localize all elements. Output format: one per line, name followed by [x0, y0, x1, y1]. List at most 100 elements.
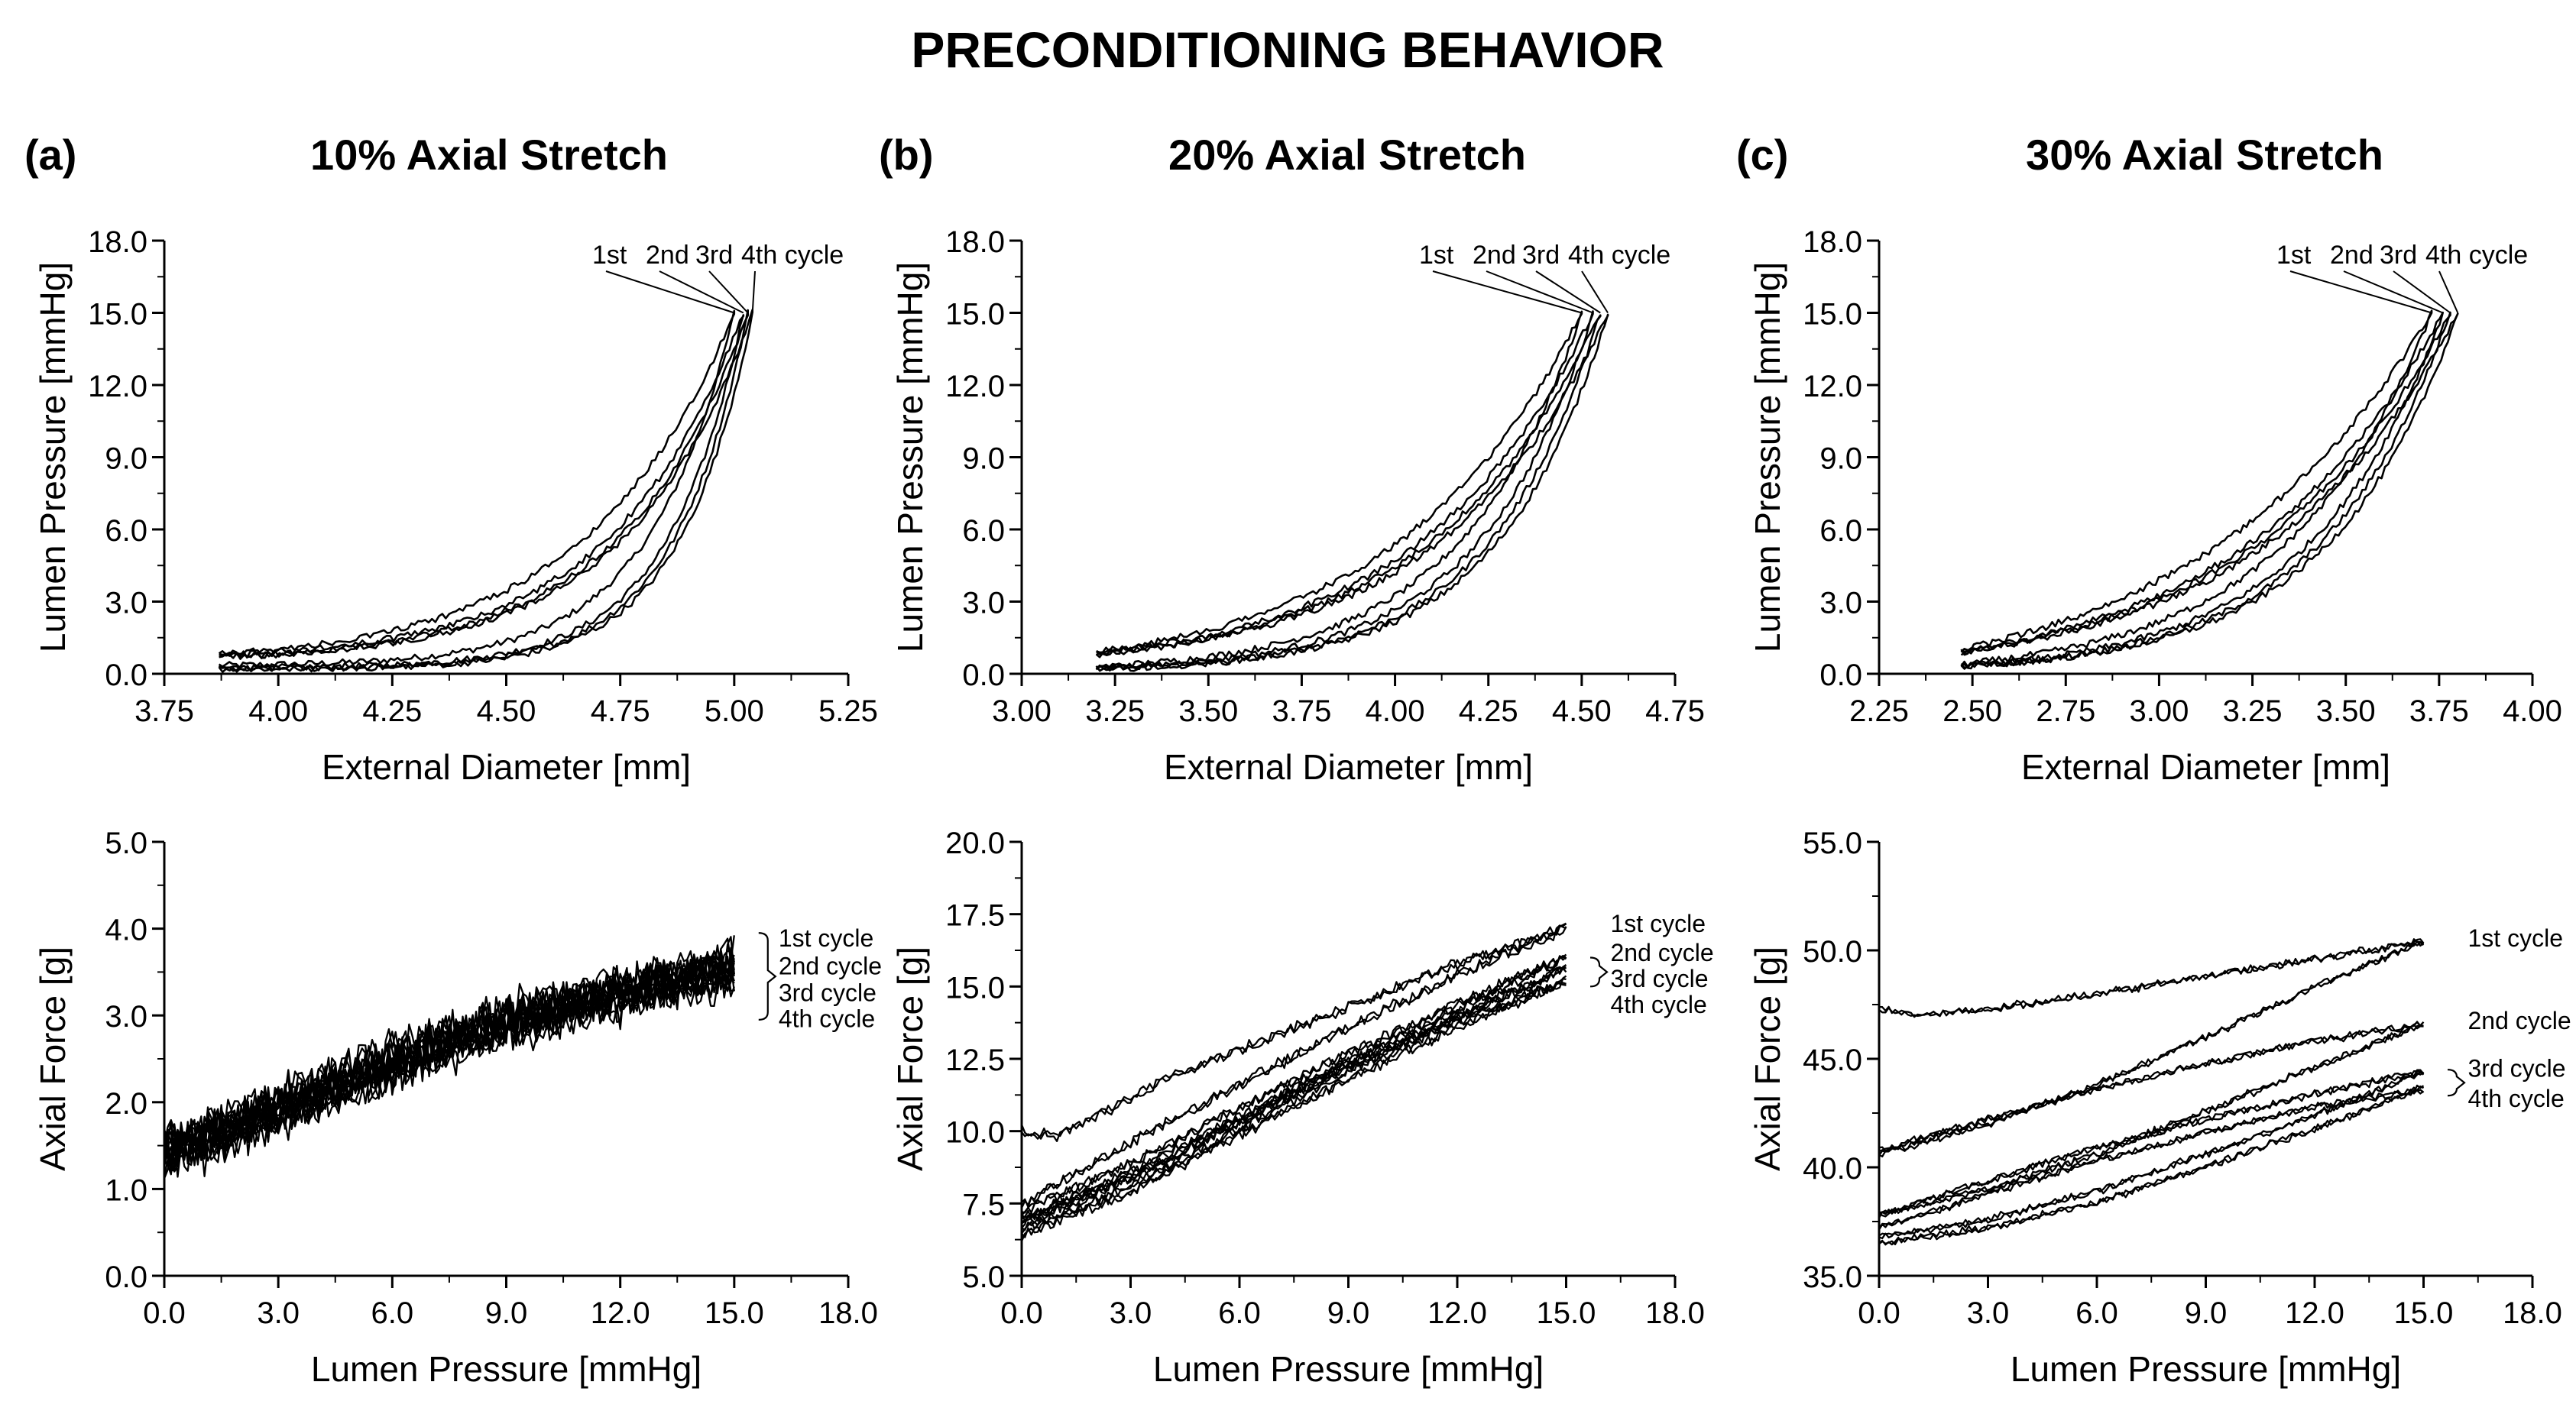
x-axis-title: External Diameter [mm]: [2021, 747, 2390, 787]
y-tick-label: 6.0: [105, 514, 147, 548]
cycle-annotation-label: 4th cycle: [2425, 241, 2528, 270]
y-tick-label: 15.0: [1803, 298, 1862, 332]
y-axis-title: Axial Force [g]: [890, 947, 930, 1171]
y-tick-label: 10.0: [945, 1116, 1005, 1150]
cycle-annotation-label: 4th cycle: [741, 241, 844, 270]
y-axis-title: Axial Force [g]: [1748, 947, 1787, 1171]
cycle-trace-4: [1095, 313, 1609, 672]
cycle-trace-4-load: [163, 963, 734, 1180]
cycle-leader-line: [2343, 270, 2444, 314]
cycle-leader-line: [2438, 270, 2459, 313]
x-tick-label: 18.0: [1645, 1296, 1705, 1330]
chart-b-bottom: 5.0 7.5 10.0 12.5 15.0 17.5 20.0 0.0 3.0 6.0 9.0 12…: [890, 827, 1714, 1389]
cycle-bracket: [1589, 956, 1609, 988]
cycle-label: 4th cycle: [779, 1005, 875, 1033]
cycle-trace-4: [1960, 312, 2459, 669]
x-axis-title: External Diameter [mm]: [1164, 747, 1533, 787]
x-tick-label: 4.50: [1552, 694, 1612, 728]
x-tick-label: 3.00: [992, 694, 1051, 728]
x-axis-title: Lumen Pressure [mmHg]: [311, 1349, 702, 1389]
x-tick-label: 3.0: [1967, 1296, 2010, 1330]
x-tick-label: 2.75: [2036, 694, 2095, 728]
x-tick-label: 2.25: [1849, 694, 1909, 728]
y-tick-label: 2.0: [105, 1087, 147, 1121]
y-tick-label: 6.0: [962, 514, 1005, 548]
cycle-annotation-label: 1st: [1419, 241, 1454, 270]
cycle-trace-1-load: [1878, 938, 2425, 1018]
y-tick-label: 50.0: [1803, 935, 1862, 969]
cycle-trace-2-unload: [1878, 1023, 2424, 1218]
x-tick-label: 9.0: [485, 1296, 528, 1330]
x-tick-label: 3.25: [2223, 694, 2283, 728]
cycle-trace-1-load: [1020, 922, 1567, 1142]
y-tick-label: 20.0: [945, 827, 1005, 860]
y-tick-label: 4.0: [105, 914, 147, 947]
y-tick-label: 45.0: [1803, 1044, 1862, 1077]
cycle-trace-2: [1960, 311, 2444, 670]
panel-heading-c: 30% Axial Stretch: [2026, 131, 2383, 179]
cycle-bracket: [2447, 1069, 2466, 1097]
cycle-leader-line: [1432, 270, 1583, 314]
chart-a-bottom: 0.0 1.0 2.0 3.0 4.0 5.0 0.0 3.0 6.0 9.0 12.0 15.0 18…: [33, 827, 882, 1389]
cycle-trace-4-load: [1878, 1086, 2425, 1231]
x-tick-label: 15.0: [705, 1296, 764, 1330]
cycle-trace-1: [1096, 310, 1583, 670]
chart-c-top: 0.0 3.0 6.0 9.0 12.0 15.0 18.0 2.25 2.50 2.75 3.00…: [1748, 225, 2562, 787]
cycle-leader-line: [1486, 270, 1593, 314]
cycle-label: 1st cycle: [779, 924, 873, 952]
x-tick-label: 3.75: [1272, 694, 1331, 728]
x-tick-label: 4.75: [1645, 694, 1705, 728]
chart-c-bottom: 35.0 40.0 45.0 50.0 55.0 0.0 3.0 6.0 9.0 12.0 15.0…: [1748, 827, 2571, 1389]
y-tick-label: 12.0: [88, 370, 147, 403]
x-tick-label: 3.50: [1178, 694, 1238, 728]
cycle-annotation-label: 1st: [592, 241, 627, 270]
x-tick-label: 12.0: [2285, 1296, 2344, 1330]
y-axis-title: Lumen Pressure [mmHg]: [33, 262, 73, 652]
cycle-trace-4-load: [1878, 1084, 2425, 1229]
y-tick-label: 17.5: [945, 899, 1005, 933]
x-tick-label: 6.0: [371, 1296, 414, 1330]
cycle-trace-1-unload: [1878, 941, 2425, 1156]
x-tick-label: 4.50: [477, 694, 536, 728]
x-tick-label: 4.00: [2503, 694, 2562, 728]
cycle-annotation-label: 1st: [2276, 241, 2312, 270]
cycle-label: 2nd cycle: [779, 952, 882, 979]
cycle-trace-3-load: [1878, 1070, 2424, 1215]
y-tick-label: 3.0: [105, 587, 147, 620]
cycle-trace-2: [219, 314, 745, 672]
x-tick-label: 0.0: [1000, 1296, 1043, 1330]
cycle-leader-line: [708, 270, 749, 314]
x-tick-label: 0.0: [143, 1296, 186, 1330]
x-tick-label: 18.0: [818, 1296, 878, 1330]
y-tick-label: 12.0: [945, 370, 1005, 403]
cycle-annotation-label: 3rd: [2380, 241, 2417, 270]
cycle-trace-1-unload: [1021, 924, 1567, 1208]
x-tick-label: 6.0: [1218, 1296, 1261, 1330]
cycle-trace-3-unload: [1878, 1071, 2425, 1237]
x-tick-label: 12.0: [591, 1296, 650, 1330]
cycle-trace-4-unload: [1878, 1089, 2425, 1246]
panel-letter-c: (c): [1736, 131, 1788, 179]
cycle-label: 3rd cycle: [779, 979, 876, 1007]
x-tick-label: 4.75: [591, 694, 650, 728]
x-tick-label: 6.0: [2075, 1296, 2118, 1330]
chart-a-top: 0.0 3.0 6.0 9.0 12.0 15.0 18.0 3.75 4.00 4.25 4.50…: [33, 225, 878, 787]
cycle-trace-1-load: [1878, 938, 2425, 1018]
cycle-trace-4-unload: [1021, 975, 1567, 1238]
y-tick-label: 9.0: [105, 442, 147, 476]
cycle-leader-line: [605, 270, 735, 314]
cycle-annotation-label: 2nd: [2330, 241, 2373, 270]
x-tick-label: 4.00: [1366, 694, 1425, 728]
cycle-trace-4-unload: [163, 963, 735, 1171]
x-tick-label: 2.50: [1943, 694, 2002, 728]
y-tick-label: 40.0: [1803, 1152, 1862, 1186]
y-tick-label: 9.0: [1819, 442, 1862, 476]
cycle-trace-3: [218, 309, 749, 672]
panel-heading-b: 20% Axial Stretch: [1168, 131, 1526, 179]
cycle-trace-1: [1960, 309, 2433, 668]
y-tick-label: 3.0: [1819, 587, 1862, 620]
cycle-leader-line: [1581, 270, 1609, 314]
y-tick-label: 3.0: [962, 587, 1005, 620]
cycle-label: 2nd cycle: [1611, 939, 1714, 966]
cycle-leader-line: [1535, 270, 1601, 314]
